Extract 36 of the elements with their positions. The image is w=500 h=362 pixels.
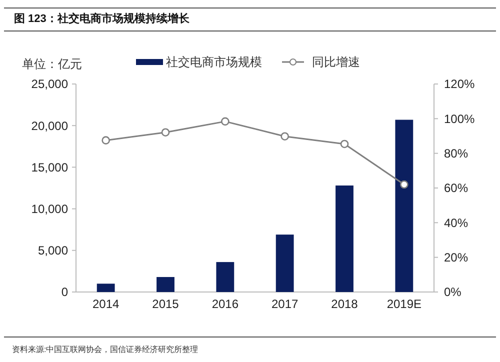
point <box>400 180 408 189</box>
y-tick-label: 20,000 <box>31 118 68 133</box>
x-tick-label: 2016 <box>212 297 239 311</box>
y2-tick-label: 100% <box>444 112 476 126</box>
bar <box>395 120 414 292</box>
bar <box>156 277 174 292</box>
y2-tick-label: 20% <box>444 250 468 265</box>
y-tick-label: 10,000 <box>31 202 68 216</box>
y2-tick-label: 60% <box>444 181 468 196</box>
text: 资料来源:中国互联网协会，国信证券经济研究所整理 <box>12 345 198 354</box>
x-tick-label: 2019E <box>386 297 422 311</box>
bar <box>216 262 234 292</box>
y-tick-label: 15,000 <box>31 160 68 174</box>
point <box>221 117 230 126</box>
bar <box>96 284 115 292</box>
y2-tick-label: 120% <box>444 77 476 92</box>
point <box>102 136 110 144</box>
x-tick-label: 2017 <box>271 297 299 311</box>
x-tick-label: 2015 <box>152 297 180 311</box>
bar <box>336 186 354 292</box>
y-tick-label: 5,000 <box>38 244 68 258</box>
text: 单位：亿元 <box>22 57 82 71</box>
bar <box>276 234 294 292</box>
y-tick-label: 25,000 <box>31 77 68 92</box>
point <box>161 128 170 137</box>
y-tick-label: 0 <box>61 285 68 300</box>
legend-label: 同比增速 <box>312 55 360 70</box>
point <box>280 132 289 140</box>
y2-tick-label: 0% <box>444 285 462 300</box>
y2-tick-label: 40% <box>444 216 468 230</box>
y2-tick-label: 80% <box>444 146 468 161</box>
chart-title: 图 123：社交电商市场规模持续增长 <box>14 12 190 25</box>
legend-label: 社交电商市场规模 <box>166 55 262 70</box>
point <box>340 140 349 148</box>
x-tick-label: 2018 <box>331 297 358 311</box>
x-tick-label: 2014 <box>92 297 120 311</box>
